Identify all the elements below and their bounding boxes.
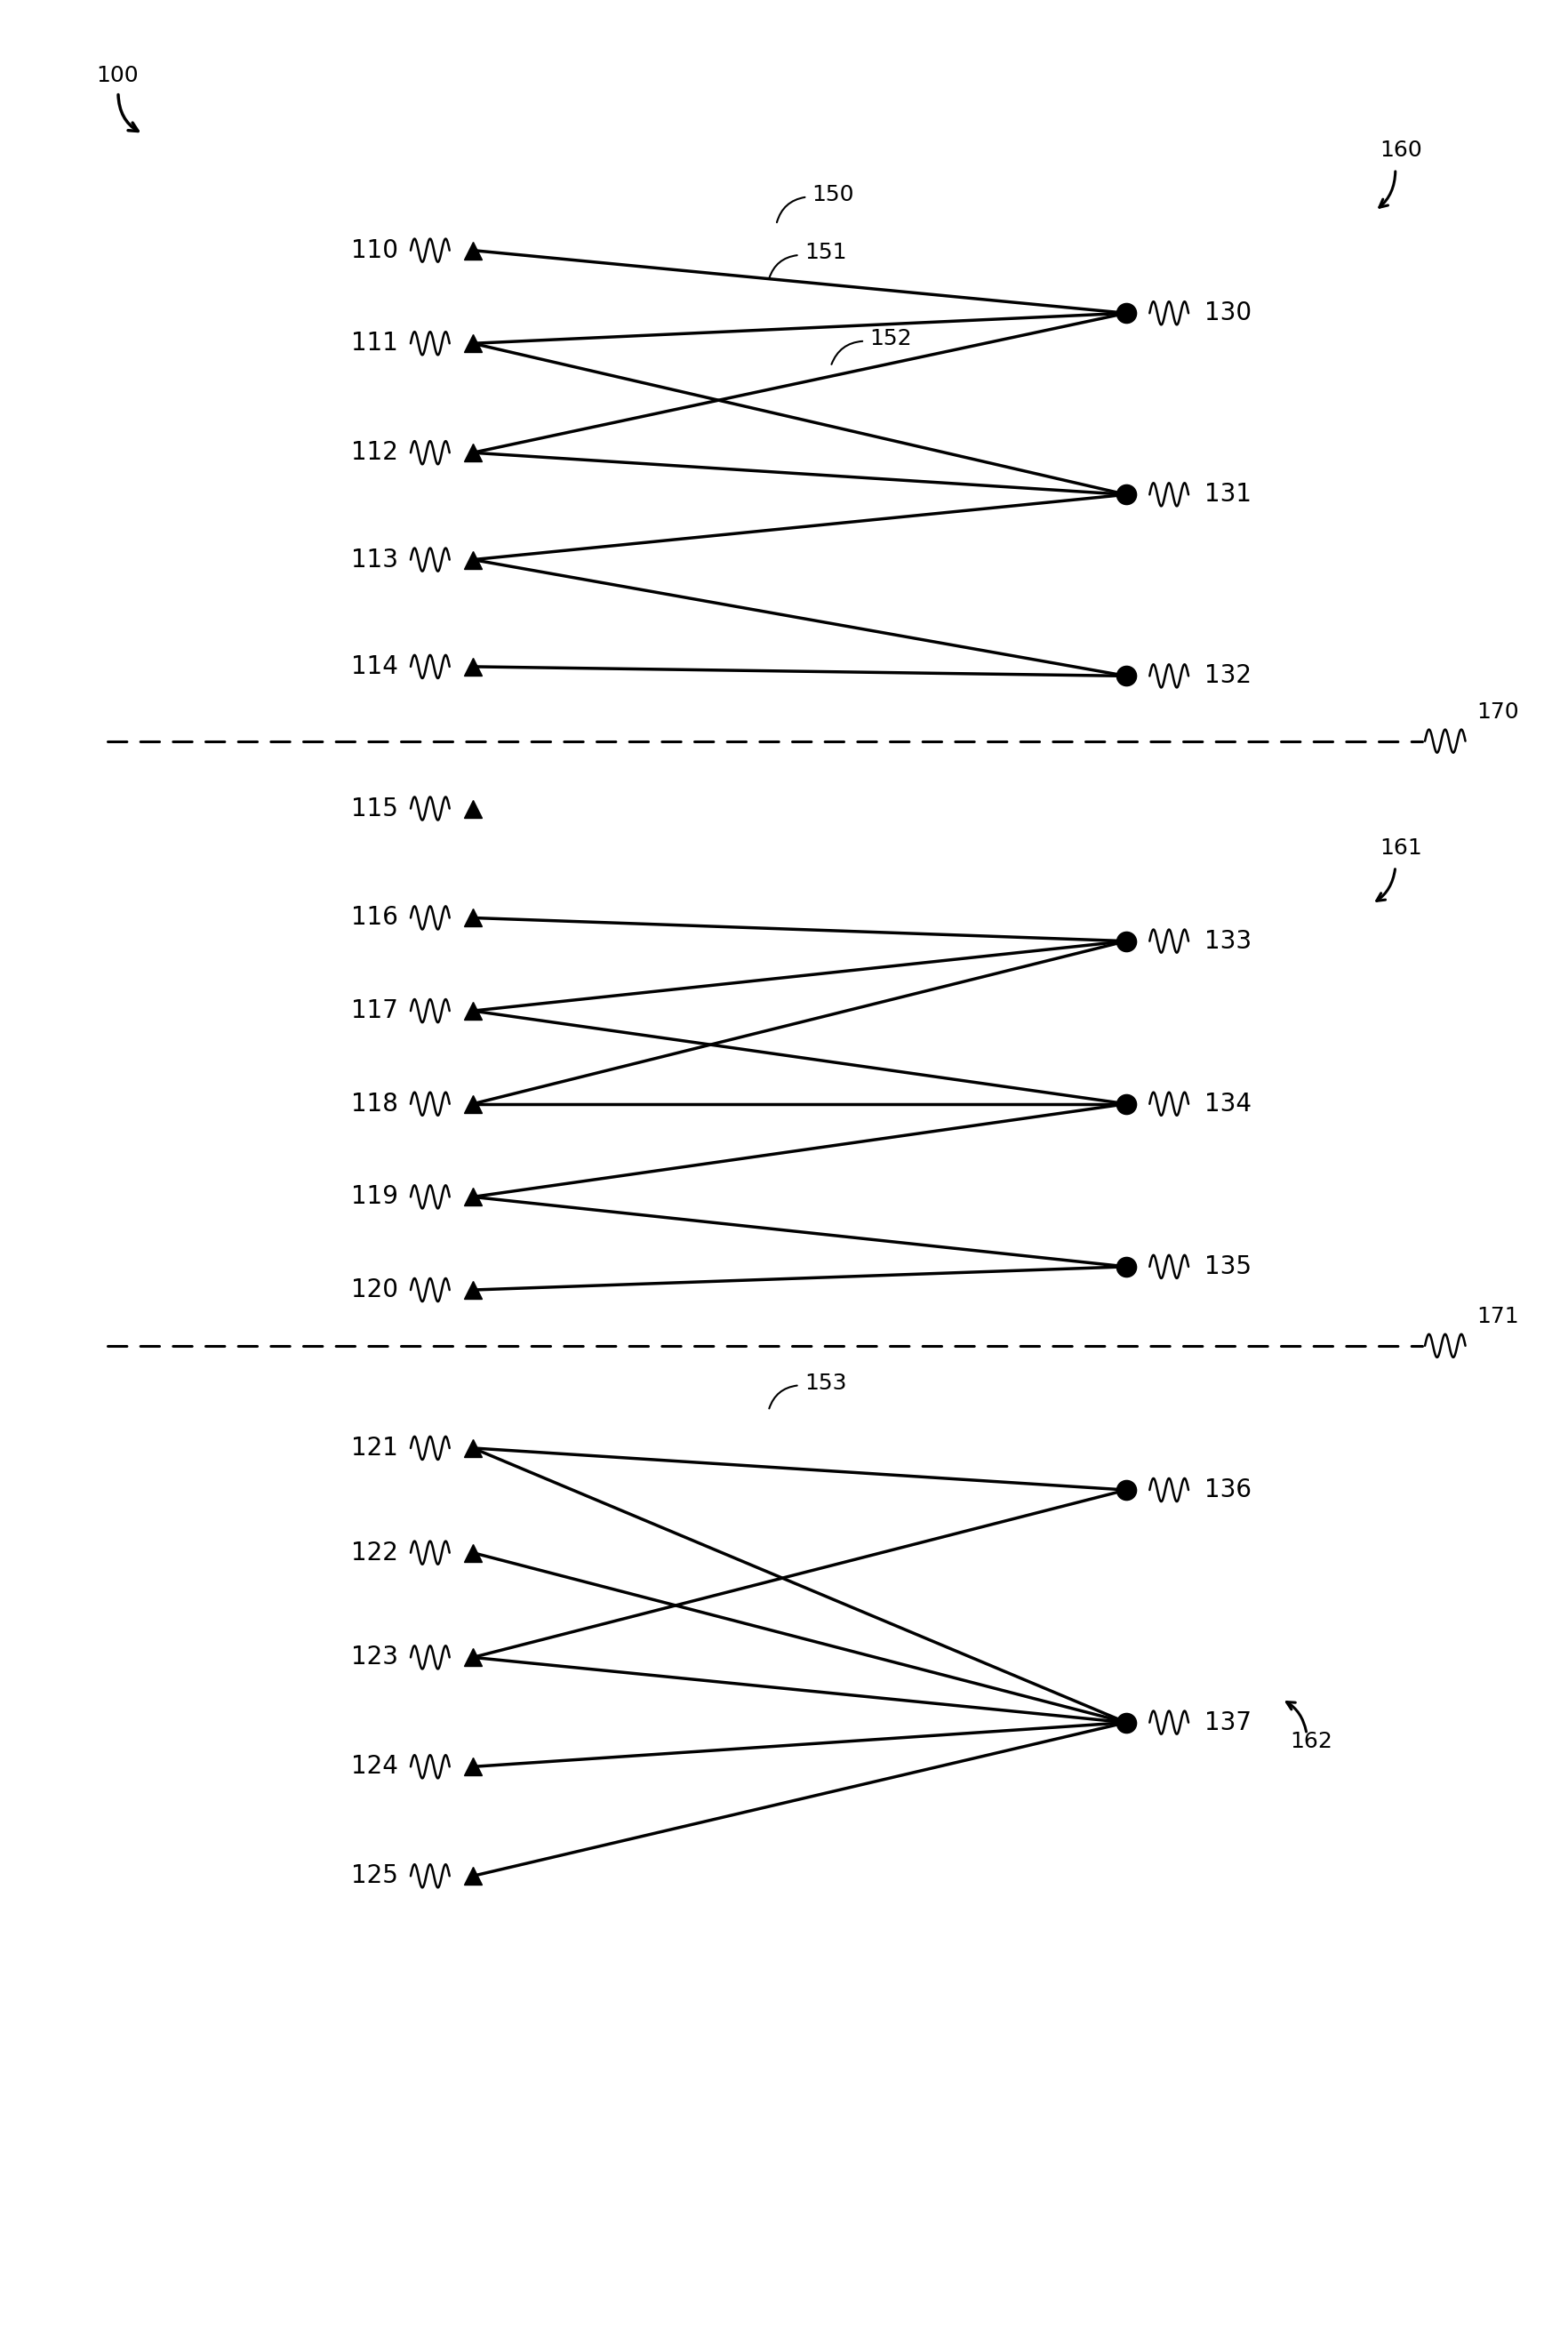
Text: 110: 110	[351, 238, 398, 262]
Text: 111: 111	[351, 332, 398, 355]
Text: 170: 170	[1475, 701, 1518, 722]
Text: 125: 125	[351, 1863, 398, 1889]
Text: 115: 115	[351, 795, 398, 821]
Text: 137: 137	[1204, 1709, 1251, 1735]
Text: 116: 116	[351, 905, 398, 931]
Text: 112: 112	[351, 440, 398, 465]
Text: 135: 135	[1204, 1253, 1251, 1279]
Text: 134: 134	[1204, 1092, 1251, 1115]
Text: 152: 152	[870, 327, 913, 348]
Text: 117: 117	[351, 998, 398, 1024]
Text: 122: 122	[351, 1541, 398, 1564]
Text: 161: 161	[1380, 837, 1422, 858]
Text: 130: 130	[1204, 302, 1251, 325]
Text: 153: 153	[804, 1372, 847, 1393]
Text: 121: 121	[351, 1436, 398, 1461]
Text: 119: 119	[351, 1185, 398, 1209]
Text: 131: 131	[1204, 482, 1251, 507]
Text: 160: 160	[1380, 140, 1422, 161]
Text: 132: 132	[1204, 664, 1251, 687]
Text: 113: 113	[351, 547, 398, 573]
Text: 171: 171	[1475, 1307, 1518, 1328]
Text: 162: 162	[1289, 1730, 1333, 1751]
Text: 118: 118	[351, 1092, 398, 1115]
Text: 150: 150	[812, 185, 855, 206]
Text: 136: 136	[1204, 1478, 1251, 1503]
Text: 123: 123	[351, 1646, 398, 1669]
Text: 151: 151	[804, 243, 847, 264]
Text: 114: 114	[351, 655, 398, 678]
Text: 120: 120	[351, 1277, 398, 1302]
Text: 100: 100	[96, 65, 138, 87]
Text: 133: 133	[1204, 928, 1251, 954]
Text: 124: 124	[351, 1754, 398, 1779]
